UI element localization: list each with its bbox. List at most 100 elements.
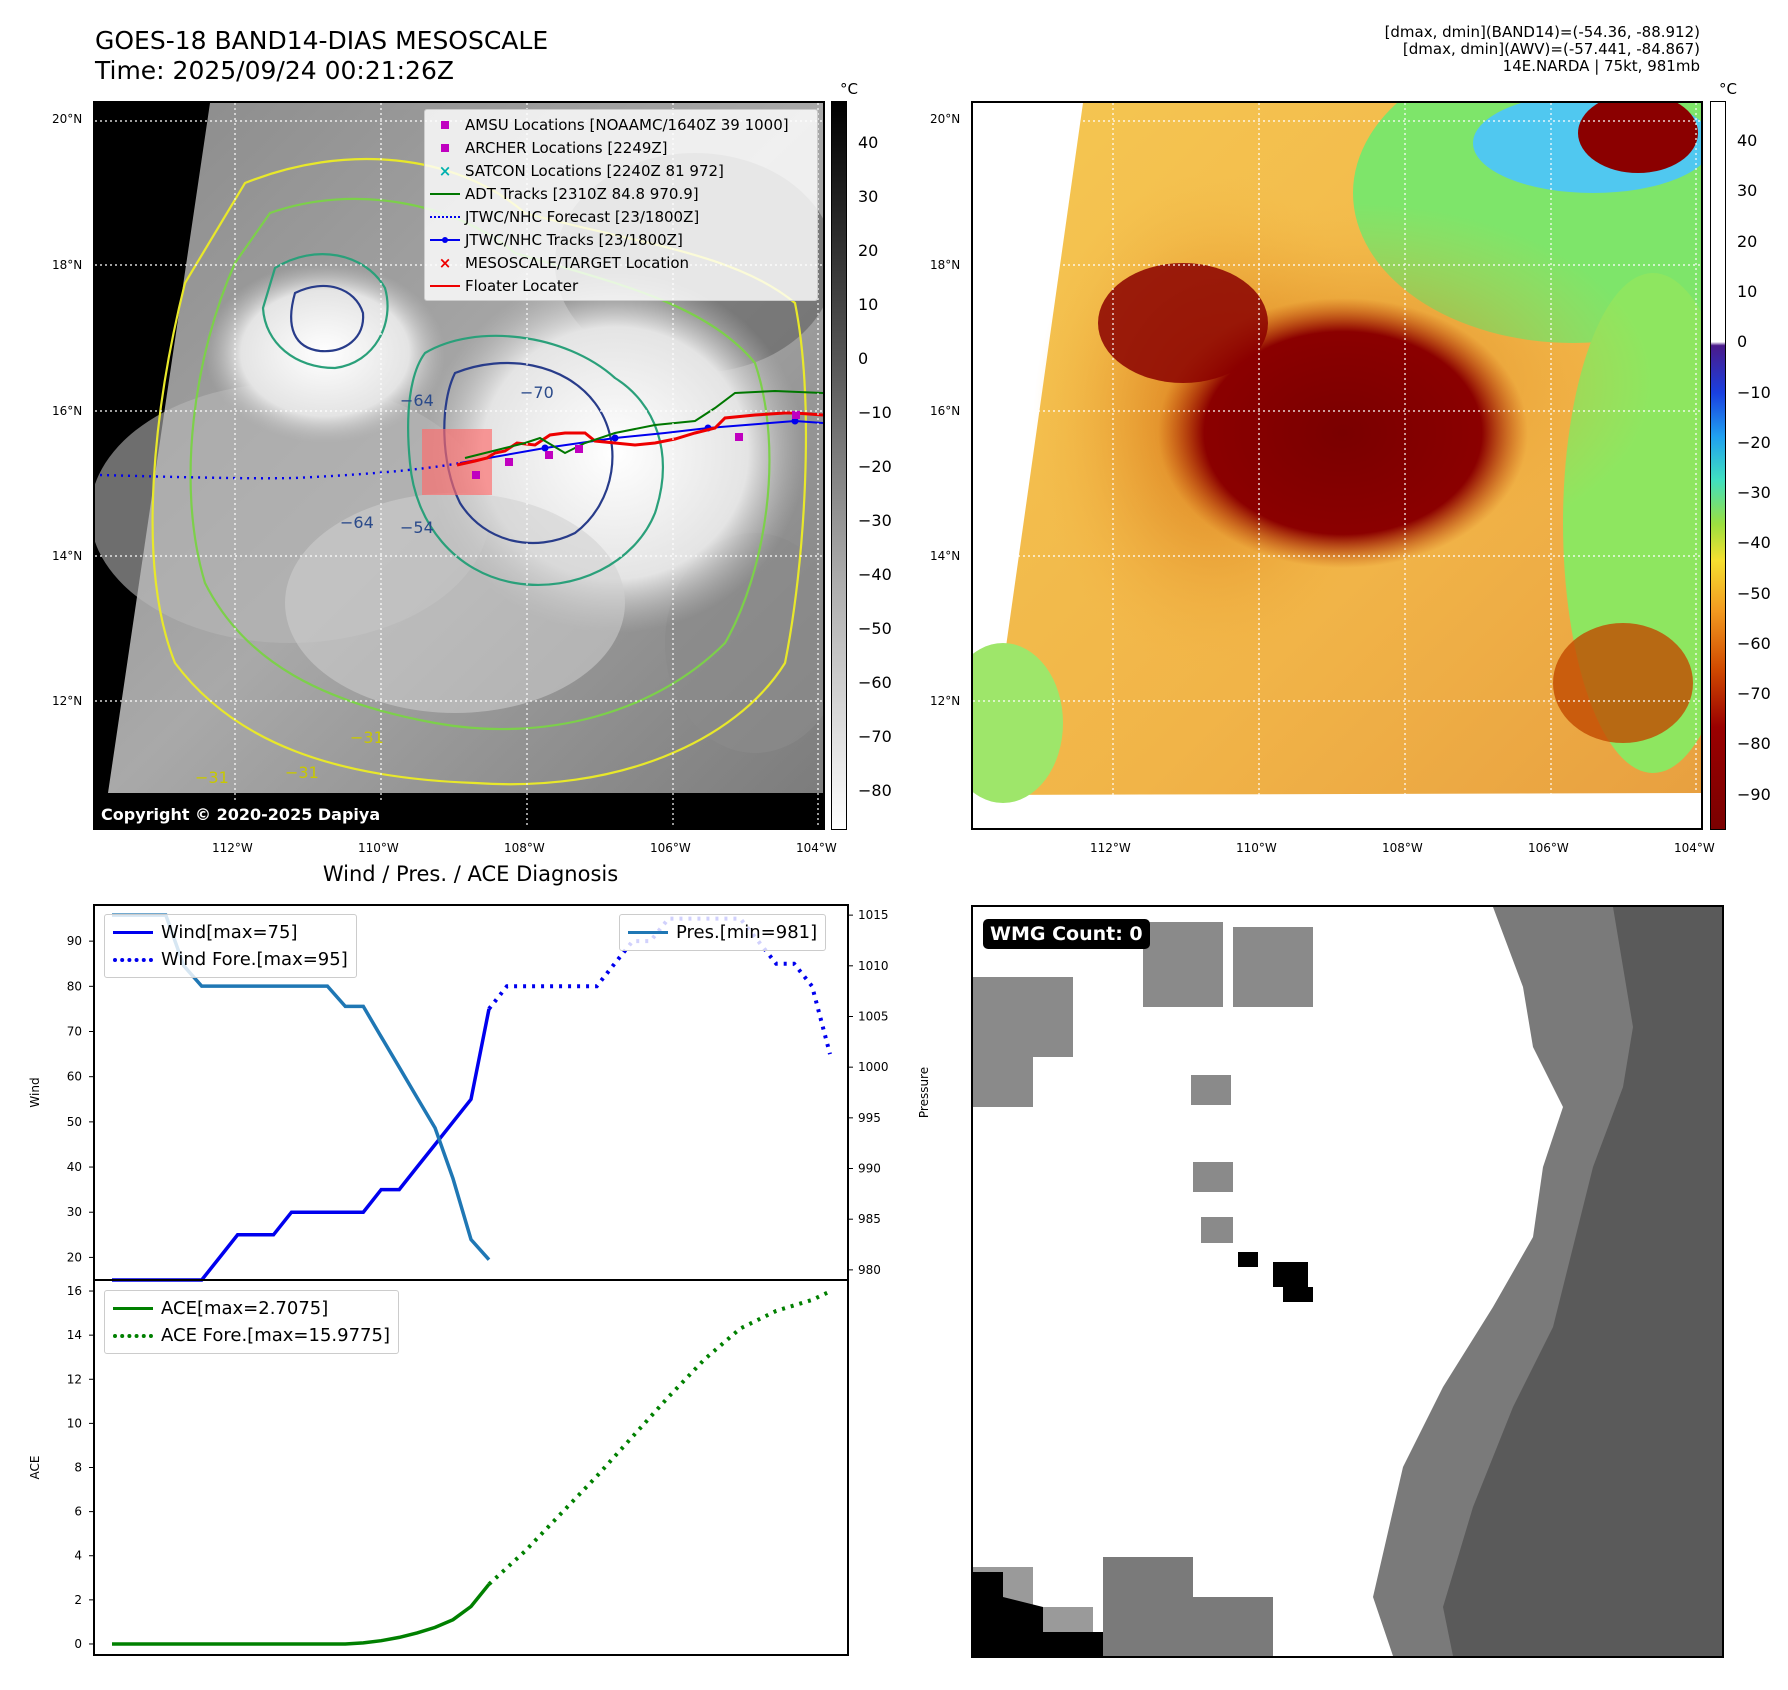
legend-label: MESOSCALE/TARGET Location	[465, 253, 690, 272]
lat-label: 12°N	[930, 694, 961, 708]
axis-label: ACE	[28, 1456, 42, 1480]
legend-label: ADT Tracks [2310Z 84.8 970.9]	[465, 184, 699, 203]
colorbar-tick-label: −10	[1737, 382, 1771, 402]
tick-label: 50	[67, 1115, 82, 1129]
tick-label: 8	[74, 1461, 82, 1475]
wmg-count-label: WMG Count: 0	[983, 919, 1150, 949]
legend-item: JTWC/NHC Forecast [23/1800Z]	[425, 205, 817, 228]
tick-label: 14	[67, 1328, 82, 1342]
lat-label: 14°N	[52, 549, 83, 563]
tick-label: 995	[858, 1111, 881, 1125]
colorbar-tick-label: −70	[1737, 684, 1771, 704]
tick-label: 12	[67, 1372, 82, 1386]
square-marker-icon	[441, 143, 449, 152]
contour-label: −70	[520, 383, 554, 402]
line-marker-icon	[430, 192, 460, 195]
legend-label: Floater Locater	[465, 276, 579, 295]
colorbar-tick-label: −50	[858, 619, 892, 639]
colorbar-tick-label: 30	[1737, 181, 1758, 201]
tick-label: 990	[858, 1162, 881, 1176]
tick-label: 1000	[858, 1060, 889, 1074]
contour-label: −64	[340, 513, 374, 532]
legend-item: ACE[max=2.7075]	[113, 1295, 390, 1322]
tick-label: 2	[74, 1593, 82, 1607]
legend-item: AMSU Locations [NOAAMC/1640Z 39 1000]	[425, 113, 817, 136]
colorbar-tick-label: 10	[858, 295, 879, 315]
colorbar-tick-label: −60	[858, 673, 892, 693]
legend-label: ACE[max=2.7075]	[161, 1298, 329, 1319]
lat-label: 16°N	[52, 404, 83, 418]
tick-label: 90	[67, 934, 82, 948]
legend-label: SATCON Locations [2240Z 81 972]	[465, 161, 724, 180]
tick-label: 1010	[858, 959, 889, 973]
line-marker-icon	[113, 1307, 153, 1310]
lon-label: 106°W	[1528, 841, 1569, 855]
awv-colorbar	[1710, 101, 1726, 830]
tick-label: 40	[67, 1160, 82, 1174]
legend-item: Floater Locater	[425, 274, 817, 297]
colorbar-tick-label: −30	[858, 511, 892, 531]
legend-item: ARCHER Locations [2249Z]	[425, 136, 817, 159]
lon-label: 112°W	[212, 841, 253, 855]
contour-label: −54	[400, 518, 434, 537]
tick-label: 80	[67, 979, 82, 993]
legend-label: ARCHER Locations [2249Z]	[465, 138, 668, 157]
tick-label: 985	[858, 1212, 881, 1226]
series-line-0	[112, 1583, 491, 1646]
line-marker-icon	[113, 931, 153, 934]
lat-label: 12°N	[52, 694, 83, 708]
legend-item: ACE Fore.[max=15.9775]	[113, 1322, 390, 1349]
legend-label: Wind Fore.[max=95]	[161, 949, 348, 970]
series-line-0	[112, 1008, 491, 1282]
tick-label: 6	[74, 1505, 82, 1519]
band14-colorbar	[831, 101, 847, 830]
lat-label: 18°N	[930, 258, 961, 272]
diagnosis-title: Wind / Pres. / ACE Diagnosis	[322, 862, 619, 886]
wmg-panel: WMG Count: 0	[971, 905, 1724, 1658]
colorbar-tick-label: 10	[1737, 281, 1758, 301]
legend-item: × MESOSCALE/TARGET Location	[425, 251, 817, 274]
x-marker-icon: ×	[438, 253, 452, 272]
colorbar-tick-label: 0	[858, 349, 869, 369]
lon-label: 110°W	[1236, 841, 1277, 855]
dotted-line-icon	[113, 1333, 153, 1338]
lat-label: 18°N	[52, 258, 83, 272]
awv-imagery	[973, 103, 1701, 828]
colorbar-tick-label: −40	[1737, 533, 1771, 553]
colorbar-tick-label: −80	[858, 781, 892, 801]
contour-label: −64	[400, 391, 434, 410]
tick-label: 1015	[858, 908, 889, 922]
colorbar-tick-label: −20	[1737, 432, 1771, 452]
colorbar-tick-label: −30	[1737, 483, 1771, 503]
legend-label: AMSU Locations [NOAAMC/1640Z 39 1000]	[465, 115, 789, 134]
series-line-1	[487, 1289, 831, 1586]
lon-label: 108°W	[1382, 841, 1423, 855]
pressure-legend: Pres.[min=981]	[619, 914, 827, 951]
colorbar-unit: °C	[840, 80, 858, 98]
lon-label: 104°W	[796, 841, 837, 855]
contour-label: −31	[350, 728, 384, 747]
axis-label: Wind	[28, 1077, 42, 1107]
colorbar-tick-label: −10	[858, 403, 892, 423]
legend-label: ACE Fore.[max=15.9775]	[161, 1325, 390, 1346]
colorbar-tick-label: −50	[1737, 583, 1771, 603]
square-marker-icon	[441, 120, 449, 129]
tick-label: 0	[74, 1637, 82, 1651]
tick-label: 70	[67, 1025, 82, 1039]
colorbar-tick-label: 40	[858, 133, 879, 153]
colorbar-tick-label: 0	[1737, 332, 1748, 352]
colorbar-tick-label: 40	[1737, 131, 1758, 151]
dotted-line-icon	[430, 215, 460, 218]
info-band14: [dmax, dmin](BAND14)=(-54.36, -88.912)	[1384, 23, 1700, 41]
lon-label: 110°W	[358, 841, 399, 855]
main-title: GOES-18 BAND14-DIAS MESOSCALE	[95, 26, 549, 55]
x-marker-icon: ×	[438, 161, 452, 180]
line-marker-icon	[628, 931, 668, 934]
line-marker-icon	[430, 284, 460, 287]
tick-label: 60	[67, 1070, 82, 1084]
lon-label: 112°W	[1090, 841, 1131, 855]
legend-item: JTWC/NHC Tracks [23/1800Z]	[425, 228, 817, 251]
legend-item: Wind Fore.[max=95]	[113, 946, 348, 973]
colorbar-tick-label: −60	[1737, 633, 1771, 653]
colorbar-tick-label: −70	[858, 727, 892, 747]
